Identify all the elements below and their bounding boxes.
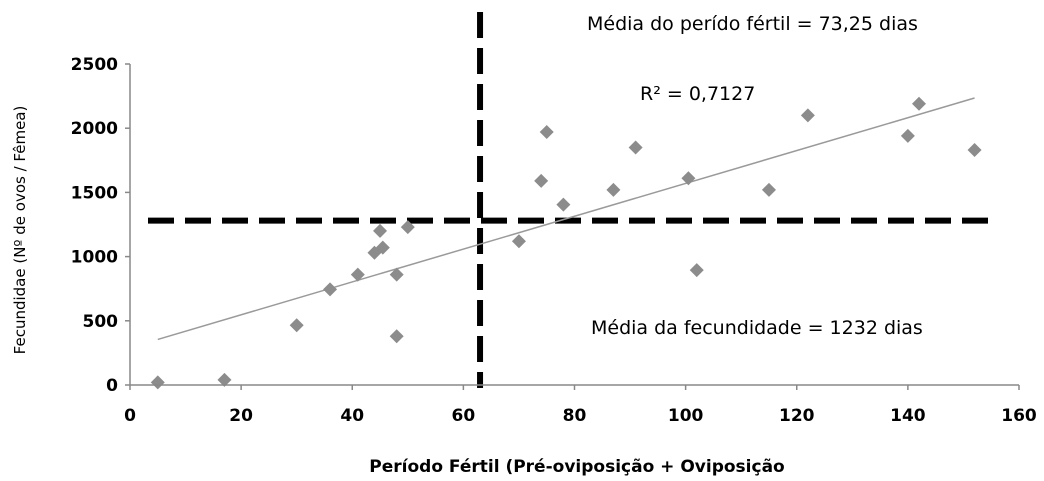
trendline [157,97,975,341]
y-tick-label: 500 [83,312,119,332]
fertile-period-mean-label: Média do perído fértil = 73,25 dias [587,13,918,35]
x-tick-label: 80 [563,406,587,426]
y-tick-label: 1500 [71,183,118,203]
data-point [375,240,390,255]
data-point [389,329,404,344]
data-point [534,173,549,188]
data-point [511,234,526,249]
r-squared-label: R² = 0,7127 [640,83,755,105]
x-tick-label: 100 [668,406,704,426]
y-tick-label: 2000 [71,119,118,139]
data-point [761,182,776,197]
y-axis-title: Fecundidae (Nº de ovos / Fêmea) [11,106,29,355]
data-point [911,96,926,111]
data-point [150,375,165,390]
x-tick-label: 140 [890,406,926,426]
data-point [389,267,404,282]
data-point [606,182,621,197]
data-point [350,267,365,282]
data-point [373,223,388,238]
data-point [628,140,643,155]
data-point [539,125,554,140]
y-tick-label: 0 [106,376,118,396]
data-point [289,318,304,333]
x-axis-title: Período Fértil (Pré-oviposição + Oviposi… [369,457,784,477]
y-tick-label: 2500 [71,55,118,75]
x-tick-label: 60 [452,406,476,426]
x-tick-label: 0 [124,406,136,426]
data-point [681,171,696,186]
data-point [400,220,415,235]
fecundity-mean-label: Média da fecundidade = 1232 dias [591,317,923,339]
x-tick-label: 20 [229,406,253,426]
data-point [556,197,571,212]
data-point [900,128,915,143]
data-point [689,263,704,278]
y-tick-label: 1000 [71,248,118,268]
data-point [217,372,232,387]
x-tick-label: 120 [779,406,815,426]
x-tick-label: 40 [340,406,364,426]
data-point [800,108,815,123]
data-point [967,143,982,158]
data-point [323,282,338,297]
x-tick-label: 160 [1001,406,1037,426]
